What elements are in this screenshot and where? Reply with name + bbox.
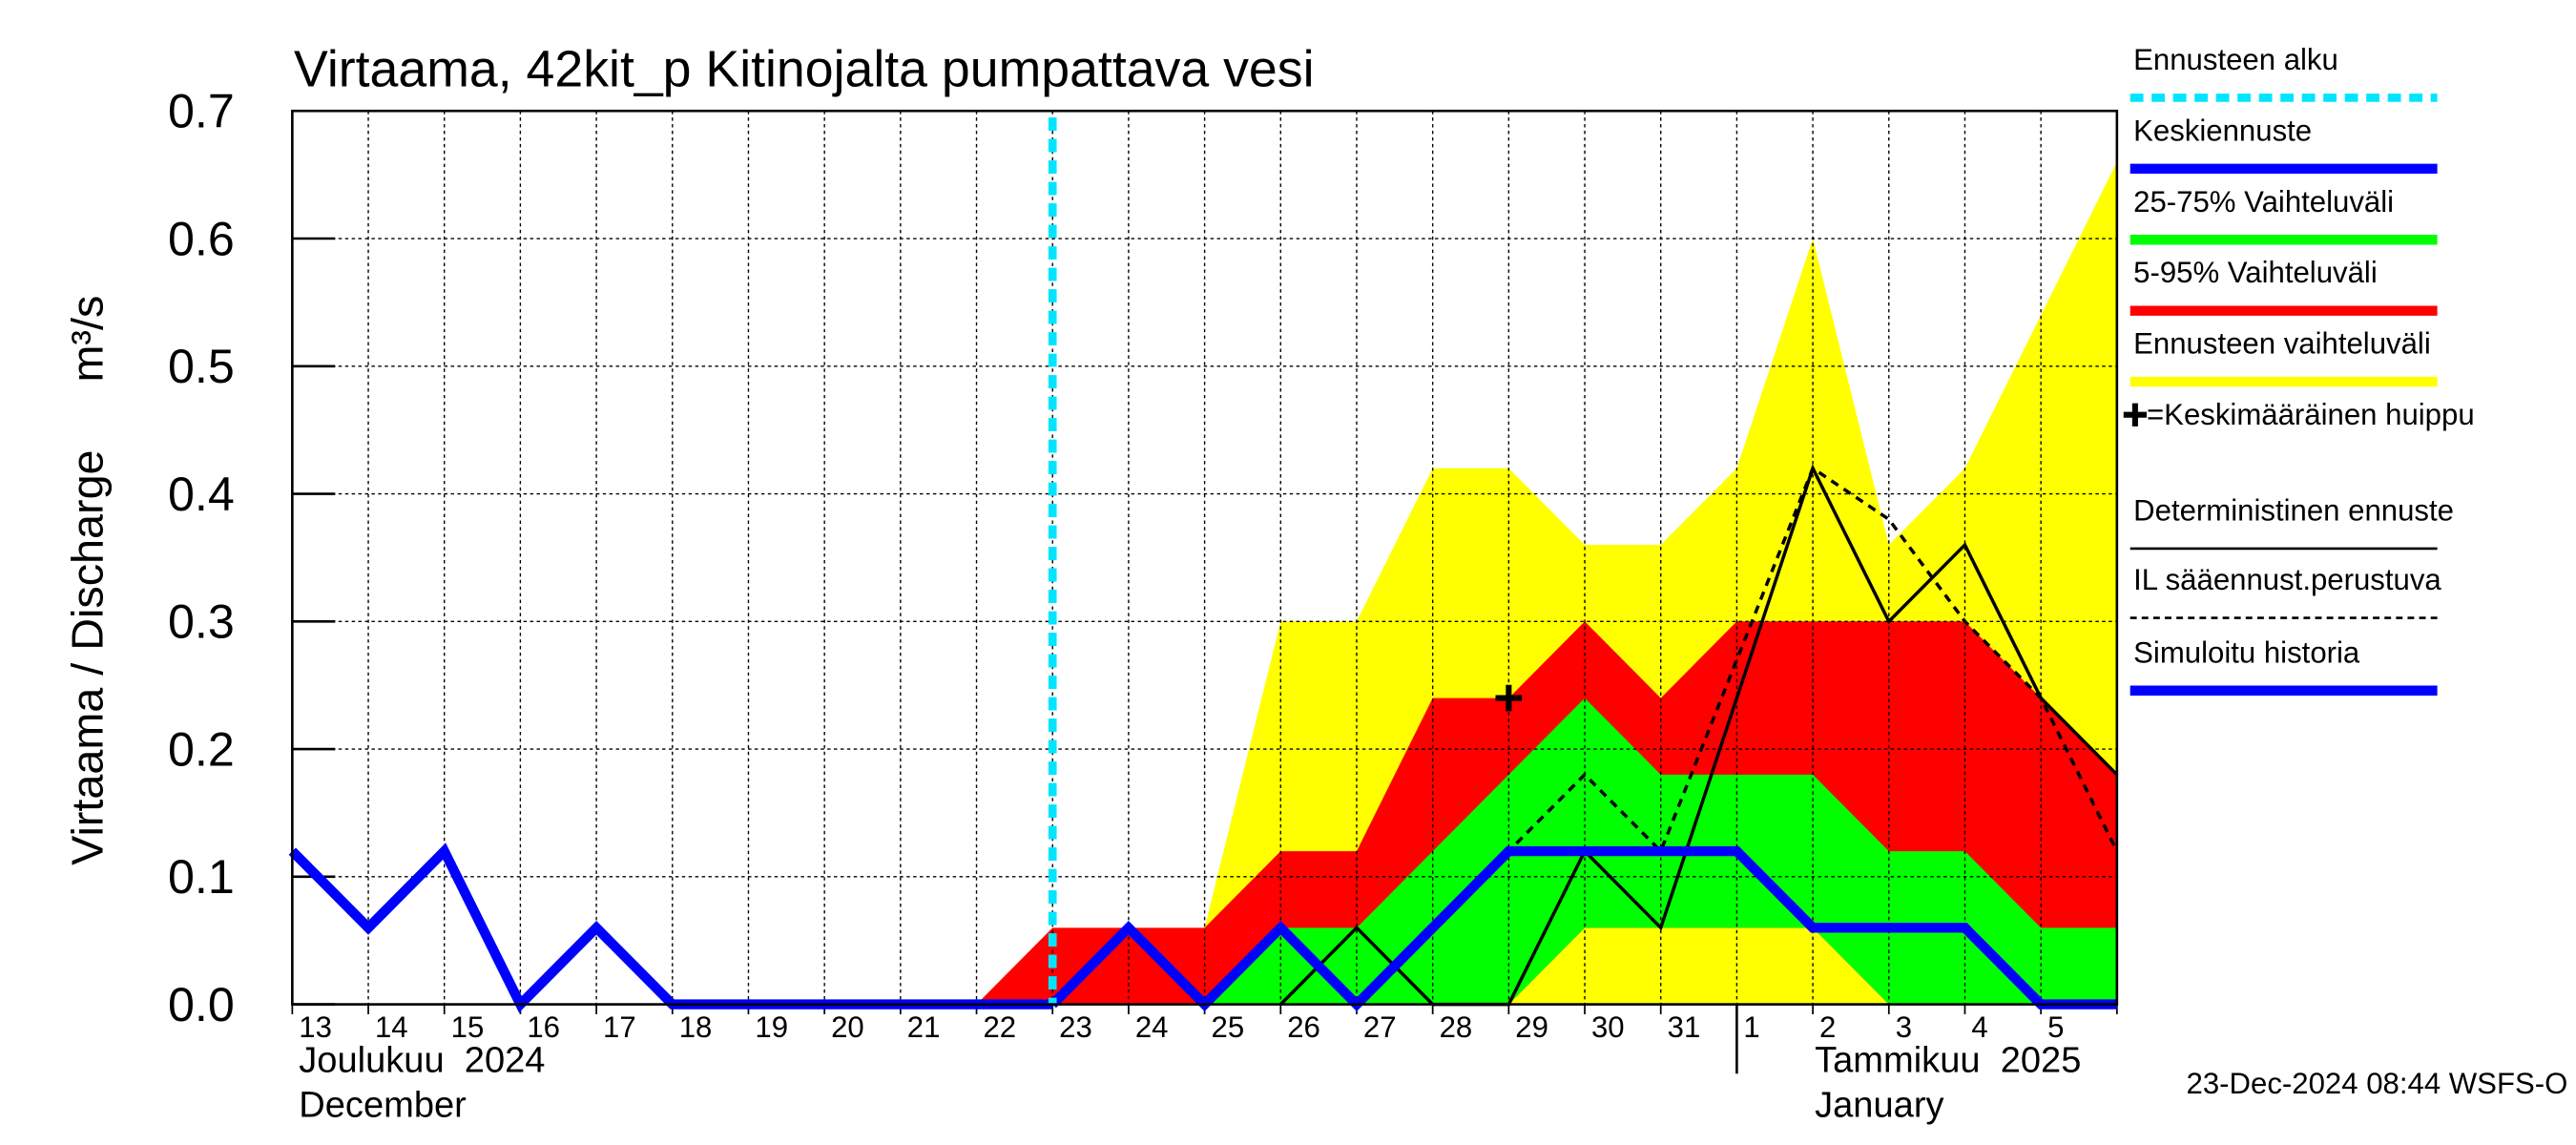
x-tick-label: 21 — [907, 1010, 941, 1044]
x-tick-label: 3 — [1896, 1010, 1912, 1044]
y-tick-label: 0.0 — [168, 978, 235, 1031]
legend-label: Ennusteen vaihteluväli — [2133, 327, 2431, 361]
series-line — [1279, 464, 2119, 1007]
x-tick-label: 24 — [1135, 1010, 1169, 1044]
x-tick-label: 17 — [603, 1010, 636, 1044]
legend-label: =Keskimääräinen huippu — [2147, 398, 2475, 431]
y-tick-label: 0.3 — [168, 595, 235, 649]
legend-label: Keskiennuste — [2133, 114, 2312, 147]
x-tick-label: 23 — [1059, 1010, 1092, 1044]
x-tick-label: 13 — [299, 1010, 332, 1044]
x-tick-label: 5 — [2047, 1010, 2064, 1044]
x-tick-label: 14 — [375, 1010, 408, 1044]
series-line — [1049, 845, 2117, 1011]
legend-marker — [2123, 403, 2147, 427]
x-tick-label: 18 — [679, 1010, 713, 1044]
footer: 23-Dec-2024 08:44 WSFS-O — [2187, 1067, 2568, 1100]
x-tick-label: 22 — [983, 1010, 1016, 1044]
x-tick-label: 31 — [1668, 1010, 1701, 1044]
x-tick-label: 26 — [1287, 1010, 1320, 1044]
x-tick-label: 1 — [1743, 1010, 1759, 1044]
month-label: January — [1815, 1085, 1943, 1125]
x-tick-label: 4 — [1971, 1010, 1987, 1044]
plot: 0.00.10.20.30.40.50.60.713 14 15 16 17 18 19 20… — [168, 85, 2119, 1074]
peak-marker — [1495, 684, 1523, 712]
y-tick-label: 0.7 — [168, 85, 235, 138]
month-label: Joulukuu 2024 — [299, 1041, 545, 1081]
legend-label: Simuloitu historia — [2133, 635, 2360, 669]
month-label: Tammikuu 2025 — [1815, 1041, 2081, 1081]
y-tick-label: 0.1 — [168, 850, 235, 904]
legend-label: 5-95% Vaihteluväli — [2133, 256, 2378, 289]
y-tick-label: 0.5 — [168, 340, 235, 393]
legend-label: Ennusteen alku — [2133, 43, 2338, 76]
y-axis-unit: m³/s — [62, 296, 112, 383]
plot-frame — [291, 109, 2119, 1006]
legend-label: Deterministinen ennuste — [2133, 493, 2454, 527]
y-tick-label: 0.4 — [168, 468, 235, 521]
x-tick-label: 27 — [1363, 1010, 1397, 1044]
x-tick-label: 20 — [831, 1010, 864, 1044]
legend-label: 25-75% Vaihteluväli — [2133, 185, 2394, 219]
chart-title: Virtaama, 42kit_p Kitinojalta pumpattava… — [294, 40, 1314, 97]
legend-label: IL sääennust.perustuva — [2133, 563, 2441, 596]
x-tick-label: 15 — [451, 1010, 485, 1044]
x-tick-label: 2 — [1819, 1010, 1836, 1044]
month-label: December — [299, 1085, 467, 1125]
y-tick-label: 0.6 — [168, 212, 235, 265]
y-tick-label: 0.2 — [168, 722, 235, 776]
y-axis-label: Virtaama / Discharge — [62, 449, 112, 864]
x-tick-label: 29 — [1515, 1010, 1548, 1044]
x-tick-label: 19 — [755, 1010, 788, 1044]
x-tick-label: 30 — [1591, 1010, 1625, 1044]
x-tick-label: 16 — [527, 1010, 560, 1044]
x-tick-label: 28 — [1440, 1010, 1473, 1044]
x-tick-label: 25 — [1212, 1010, 1245, 1044]
